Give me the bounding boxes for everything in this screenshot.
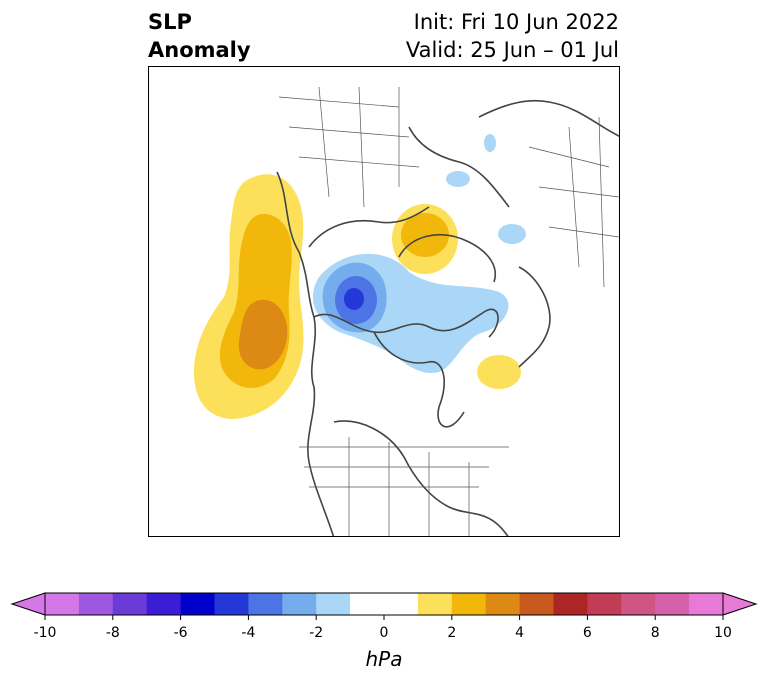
forecast-dates: Init: Fri 10 Jun 2022 Valid: 25 Jun – 01… xyxy=(406,8,619,64)
colorbar-tick-label: -4 xyxy=(241,625,256,641)
colorbar-segment xyxy=(316,593,351,615)
colorbar-segment xyxy=(553,593,588,615)
coastlines xyxy=(276,99,619,536)
colorbar-tick-label: 10 xyxy=(714,625,732,641)
colorbar-ticks xyxy=(44,615,724,620)
anomaly-low-siberia xyxy=(446,134,526,244)
colorbar-segment xyxy=(655,593,690,615)
contour-minus1-b xyxy=(446,171,470,187)
contour-minus4 xyxy=(344,288,364,310)
colorbar-tick-label: 4 xyxy=(515,625,525,641)
title-line-slp: SLP xyxy=(148,10,192,34)
borders xyxy=(278,86,619,536)
map-title: SLP Anomaly xyxy=(148,8,251,64)
anomaly-low-arctic xyxy=(312,253,509,373)
colorbar-segment xyxy=(485,593,521,615)
colorbar-segment xyxy=(112,593,148,615)
contour-plus3 xyxy=(238,299,288,370)
title-line-anomaly: Anomaly xyxy=(148,38,251,62)
colorbar-segment xyxy=(621,593,656,615)
anomaly-high-atlantic xyxy=(477,355,521,389)
colorbar-segment xyxy=(587,593,622,615)
colorbar-segment xyxy=(248,593,283,615)
colorbar-tick-label: -8 xyxy=(105,625,120,641)
contour-minus1-a xyxy=(484,134,496,152)
contour-minus1-c xyxy=(498,224,526,244)
colorbar-tick-label: -6 xyxy=(173,625,188,641)
colorbar-segments xyxy=(45,593,724,615)
colorbar-segment xyxy=(146,593,182,615)
anomaly-high-kara xyxy=(392,204,458,274)
colorbar-under-triangle xyxy=(10,592,46,616)
colorbar-segment xyxy=(180,593,215,615)
colorbar-segment xyxy=(451,593,487,615)
init-date: Init: Fri 10 Jun 2022 xyxy=(413,10,619,34)
contour-plus2-kara xyxy=(401,213,449,257)
valid-dates: Valid: 25 Jun – 01 Jul xyxy=(405,38,619,62)
colorbar-tick-label: 2 xyxy=(447,625,457,641)
colorbar-tick-label: 8 xyxy=(650,625,660,641)
colorbar-over-triangle xyxy=(722,592,758,616)
anomaly-high-pacific xyxy=(194,174,304,419)
colorbar-tick-label: 6 xyxy=(582,625,592,641)
colorbar-segment xyxy=(350,593,419,615)
anomaly-map xyxy=(194,86,619,536)
colorbar-tick-label: 0 xyxy=(379,625,389,641)
colorbar-segment xyxy=(417,593,453,615)
colorbar-segment xyxy=(282,593,317,615)
colorbar-units: hPa xyxy=(365,647,403,671)
colorbar-segment xyxy=(689,593,724,615)
colorbar-segment xyxy=(78,593,114,615)
colorbar-segment xyxy=(45,593,80,615)
colorbar xyxy=(10,592,758,620)
colorbar-tick-label: -10 xyxy=(33,625,57,641)
colorbar-segment xyxy=(214,593,249,615)
colorbar-segment xyxy=(519,593,554,615)
map-panel xyxy=(148,66,620,537)
colorbar-tick-label: -2 xyxy=(309,625,324,641)
